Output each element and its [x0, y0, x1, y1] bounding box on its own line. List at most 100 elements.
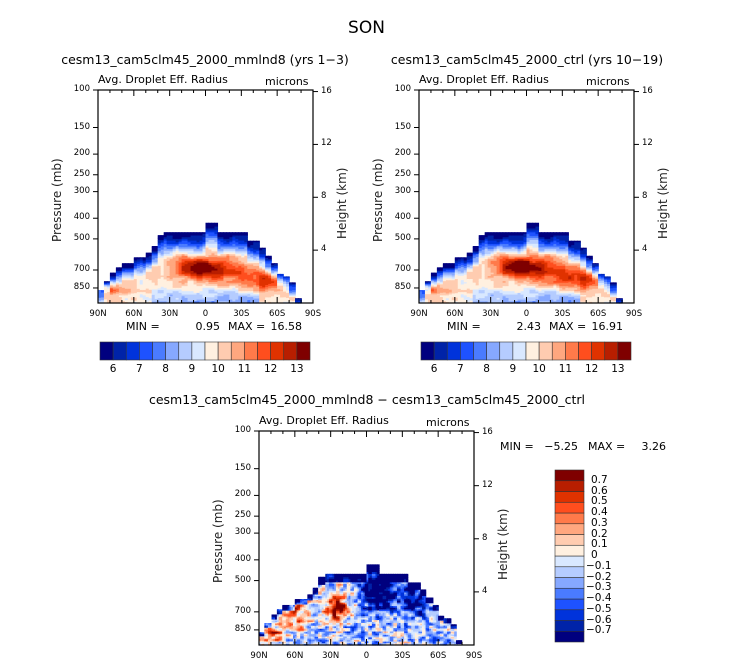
- contour-cell: [442, 298, 447, 300]
- contour-cell: [277, 274, 281, 276]
- contour-cell: [211, 280, 216, 283]
- contour-cell: [487, 247, 492, 250]
- contour-cell: [484, 269, 489, 272]
- contour-cell: [472, 248, 477, 251]
- contour-cell: [175, 255, 180, 259]
- contour-cell: [262, 296, 266, 299]
- contour-cell: [247, 254, 251, 257]
- contour-cell: [283, 276, 287, 278]
- contour-cell: [463, 260, 468, 263]
- contour-cell: [469, 253, 474, 256]
- contour-cell: [472, 263, 477, 266]
- contour-cell: [202, 274, 207, 277]
- contour-cell: [283, 293, 287, 295]
- contour-cell: [451, 285, 456, 288]
- contour-cell: [217, 294, 222, 297]
- contour-cell: [190, 237, 195, 240]
- contour-cell: [268, 294, 272, 296]
- contour-cell: [232, 296, 236, 299]
- contour-cell: [133, 271, 138, 274]
- contour-cell: [184, 299, 189, 302]
- contour-cell: [160, 241, 165, 244]
- contour-cell: [121, 299, 126, 301]
- contour-cell: [277, 292, 281, 294]
- contour-cell: [283, 279, 287, 281]
- contour-cell: [283, 288, 287, 290]
- contour-cell: [256, 291, 260, 294]
- contour-cell: [205, 251, 210, 254]
- contour-cell: [262, 259, 266, 262]
- contour-cell: [433, 294, 438, 296]
- contour-cell: [115, 289, 120, 291]
- contour-cell: [205, 283, 210, 287]
- contour-cell: [271, 299, 275, 301]
- contour-cell: [460, 273, 465, 276]
- contour-cell: [136, 261, 141, 264]
- contour-cell: [430, 273, 435, 275]
- contour-cell: [187, 245, 192, 248]
- contour-cell: [256, 289, 260, 292]
- contour-cell: [442, 294, 447, 297]
- contour-cell: [454, 272, 459, 275]
- contour-cell: [262, 297, 266, 300]
- contour-cell: [178, 267, 183, 270]
- contour-cell: [460, 294, 465, 296]
- contour-cell: [196, 267, 201, 270]
- contour-cell: [115, 281, 120, 284]
- contour-cell: [130, 300, 135, 302]
- contour-cell: [253, 295, 257, 298]
- contour-cell: [160, 296, 165, 299]
- contour-cell: [175, 265, 180, 269]
- contour-cell: [451, 284, 456, 287]
- contour-cell: [490, 235, 495, 238]
- contour-cell: [181, 265, 186, 269]
- contour-cell: [286, 290, 290, 293]
- contour-cell: [256, 285, 260, 288]
- contour-cell: [133, 285, 138, 288]
- contour-cell: [436, 301, 441, 303]
- contour-cell: [130, 263, 135, 265]
- contour-cell: [238, 294, 242, 297]
- contour-cell: [184, 281, 189, 284]
- contour-cell: [277, 295, 281, 297]
- contour-cell: [259, 292, 263, 295]
- contour-cell: [148, 252, 153, 255]
- contour-cell: [139, 299, 144, 302]
- contour-cell: [166, 245, 171, 248]
- contour-cell: [472, 273, 477, 276]
- contour-cell: [253, 258, 257, 261]
- contour-cell: [247, 291, 251, 294]
- contour-cell: [208, 287, 213, 291]
- contour-cell: [205, 230, 210, 233]
- contour-cell: [493, 242, 498, 245]
- contour-cell: [457, 263, 462, 266]
- contour-cell: [442, 301, 447, 303]
- contour-cell: [220, 297, 225, 301]
- contour-cell: [181, 242, 186, 245]
- contour-cell: [121, 265, 126, 267]
- contour-cell: [136, 258, 141, 261]
- contour-cell: [271, 265, 275, 267]
- contour-cell: [469, 261, 474, 263]
- contour-cell: [112, 300, 117, 303]
- contour-cell: [127, 266, 132, 269]
- contour-cell: [136, 284, 141, 287]
- contour-cell: [490, 232, 495, 235]
- contour-cell: [472, 290, 477, 293]
- contour-cell: [484, 291, 489, 294]
- contour-cell: [235, 299, 239, 302]
- contour-cell: [130, 291, 135, 294]
- contour-cell: [262, 268, 266, 271]
- contour-cell: [235, 267, 239, 270]
- contour-cell: [247, 257, 251, 260]
- contour-cell: [442, 276, 447, 278]
- contour-cell: [193, 282, 198, 286]
- contour-cell: [151, 294, 156, 297]
- contour-cell: [253, 240, 257, 243]
- contour-cell: [472, 252, 477, 255]
- contour-cell: [178, 232, 183, 235]
- contour-cell: [172, 237, 177, 240]
- contour-cell: [430, 280, 435, 282]
- contour-cell: [433, 282, 438, 285]
- contour-cell: [253, 255, 257, 258]
